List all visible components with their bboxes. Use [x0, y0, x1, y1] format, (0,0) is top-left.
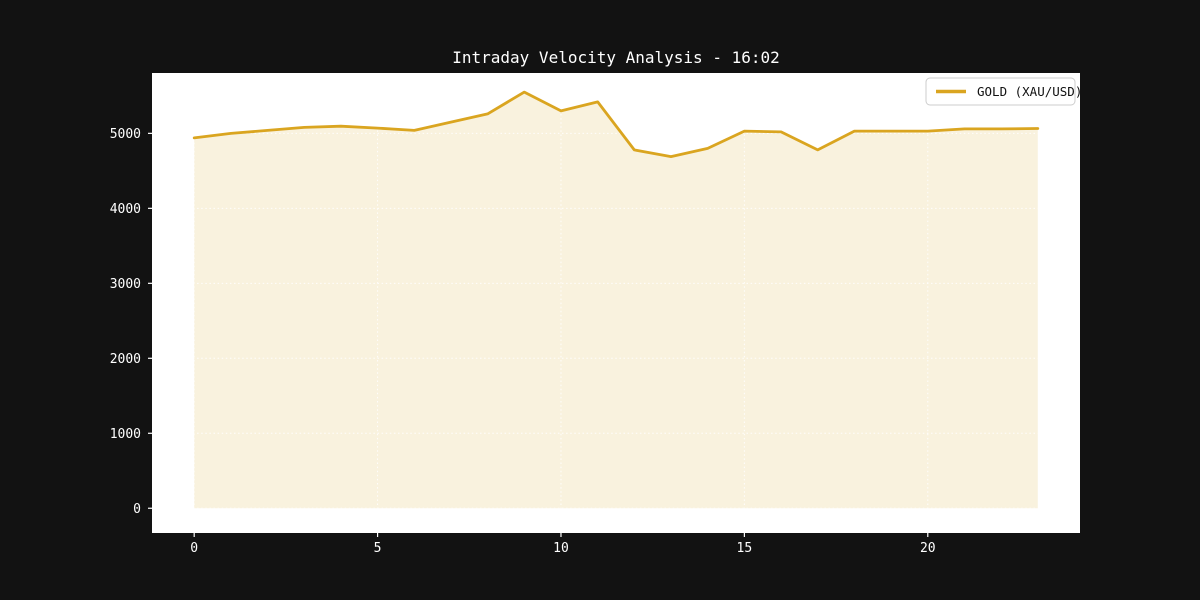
chart-title: Intraday Velocity Analysis - 16:02 [452, 48, 780, 67]
y-axis: 0 1000 2000 3000 4000 5000 [110, 127, 152, 517]
y-tick-label: 2000 [110, 352, 141, 367]
x-tick-label: 20 [920, 541, 936, 556]
x-tick-label: 15 [737, 541, 753, 556]
legend: GOLD (XAU/USD) [925, 77, 1082, 106]
x-axis: 0 5 10 15 20 [190, 533, 936, 556]
y-tick-label: 3000 [110, 277, 141, 292]
series-area-fill [194, 92, 1038, 509]
plot-area [152, 73, 1080, 533]
y-tick-label: 5000 [110, 127, 141, 142]
x-tick-label: 5 [374, 541, 382, 556]
x-tick-label: 0 [190, 541, 198, 556]
x-tick-label: 10 [553, 541, 569, 556]
y-tick-label: 0 [133, 502, 141, 517]
series-line-gold [192, 90, 1040, 159]
legend-label: GOLD (XAU/USD) [977, 84, 1082, 99]
y-tick-label: 4000 [110, 202, 141, 217]
y-tick-label: 1000 [110, 427, 141, 442]
gridlines [194, 92, 1038, 509]
legend-box [925, 77, 1076, 106]
